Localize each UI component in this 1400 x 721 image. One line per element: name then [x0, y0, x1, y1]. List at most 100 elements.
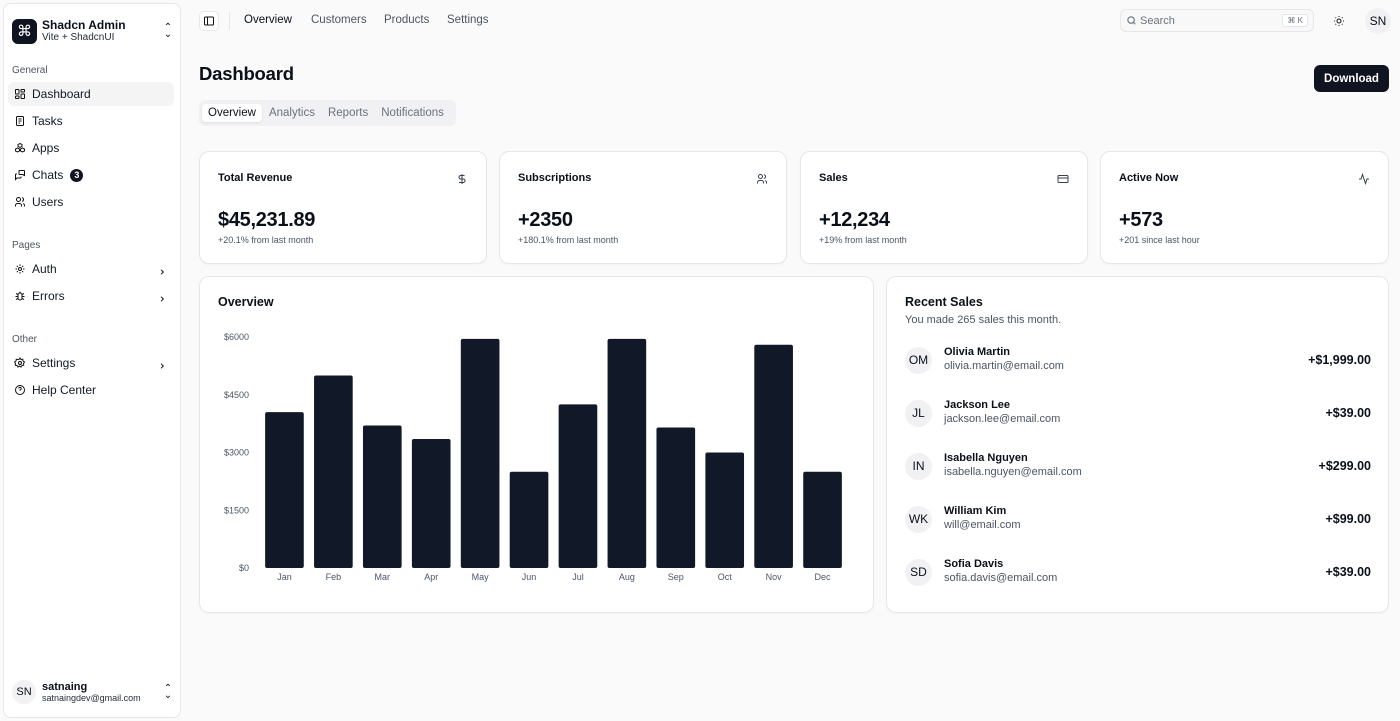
- x-tick-label: Mar: [375, 572, 391, 582]
- users-icon: [13, 196, 26, 209]
- bug-icon: [13, 290, 26, 303]
- chevrons-up-down-icon: ⌃ ⌄: [163, 22, 173, 40]
- keyboard-shortcut: ⌘ K: [1282, 14, 1308, 27]
- list-item: WK William Kim will@email.com +$99.00: [905, 502, 1371, 536]
- x-tick-label: Feb: [326, 572, 342, 582]
- sidebar-toggle-button[interactable]: [199, 11, 219, 31]
- list-item: IN Isabella Nguyen isabella.nguyen@email…: [905, 449, 1371, 483]
- bar-nov: [754, 344, 793, 568]
- divider: [229, 12, 230, 30]
- customer-email: sofia.davis@email.com: [944, 572, 1058, 584]
- page-title: Dashboard: [199, 63, 294, 84]
- lock-icon: [13, 263, 26, 276]
- avatar: IN: [905, 452, 932, 480]
- customer-name: William Kim: [944, 505, 1007, 518]
- stat-card-total-revenue: Total Revenue $45,231.89 +20.1% from las…: [199, 151, 487, 264]
- sidebar-item-auth[interactable]: Auth: [8, 257, 174, 281]
- tabs-list: Overview Analytics Reports Notifications: [199, 100, 456, 126]
- tab-notifications[interactable]: Notifications: [381, 107, 444, 119]
- bar-aug: [607, 338, 647, 568]
- top-nav-overview[interactable]: Overview: [244, 14, 292, 26]
- team-switcher[interactable]: ⌘ Shadcn Admin Vite + ShadcnUI ⌃ ⌄: [12, 15, 174, 47]
- profile-avatar[interactable]: SN: [1365, 8, 1391, 34]
- stat-value: +12,234: [819, 209, 890, 231]
- sidebar-item-apps[interactable]: Apps: [8, 136, 174, 160]
- x-tick-label: Jun: [522, 572, 537, 582]
- x-tick-label: Dec: [815, 572, 832, 582]
- sidebar: ⌘ Shadcn Admin Vite + ShadcnUI ⌃ ⌄ Genera…: [3, 3, 181, 718]
- top-nav-customers[interactable]: Customers: [311, 14, 367, 26]
- customer-email: will@email.com: [944, 519, 1021, 531]
- list-item: JL Jackson Lee jackson.lee@email.com +$3…: [905, 396, 1371, 430]
- sidebar-item-errors[interactable]: Errors: [8, 284, 174, 308]
- bar-jul: [558, 404, 598, 568]
- stat-subtext: +20.1% from last month: [218, 235, 314, 245]
- sidebar-item-dashboard[interactable]: Dashboard: [8, 82, 174, 106]
- stat-value: $45,231.89: [218, 209, 316, 231]
- group-label-other: Other: [12, 334, 38, 345]
- recent-sales-title: Recent Sales: [905, 295, 983, 309]
- brand-title: Shadcn Admin: [42, 17, 126, 32]
- stat-title: Subscriptions: [518, 172, 592, 184]
- customer-email: olivia.martin@email.com: [944, 360, 1064, 372]
- stat-card-active-now: Active Now +573 +201 since last hour: [1100, 151, 1389, 264]
- sidebar-item-label: Users: [32, 195, 64, 209]
- sidebar-item-label: Help Center: [32, 383, 97, 397]
- customer-name: Olivia Martin: [944, 346, 1011, 359]
- tab-overview[interactable]: Overview: [202, 104, 262, 122]
- sun-icon: [1334, 16, 1344, 26]
- group-label-general: General: [12, 65, 48, 76]
- layout-dashboard-icon: [13, 88, 26, 101]
- bar-feb: [314, 375, 353, 568]
- download-button[interactable]: Download: [1314, 65, 1389, 92]
- sidebar-item-users[interactable]: Users: [8, 190, 174, 214]
- y-tick-label: $1500: [224, 505, 249, 515]
- top-nav-settings[interactable]: Settings: [447, 14, 489, 26]
- x-tick-label: Jan: [277, 572, 292, 582]
- y-tick-label: $3000: [224, 448, 249, 458]
- user-email: satnaingdev@gmail.com: [42, 693, 141, 704]
- theme-toggle-button[interactable]: [1331, 13, 1347, 29]
- sidebar-item-label: Chats: [32, 168, 64, 182]
- sidebar-item-chats[interactable]: Chats 3: [8, 163, 174, 187]
- checklist-icon: [13, 115, 26, 128]
- topbar: Overview Customers Products Settings Sea…: [181, 0, 1400, 42]
- stat-title: Sales: [819, 172, 848, 184]
- overview-title: Overview: [218, 295, 274, 309]
- chevron-right-icon: [158, 265, 166, 275]
- recent-sales-card: Recent Sales You made 265 sales this mon…: [886, 276, 1389, 613]
- user-name: satnaing: [42, 680, 88, 693]
- sidebar-item-tasks[interactable]: Tasks: [8, 109, 174, 133]
- avatar: OM: [905, 346, 932, 374]
- customer-name: Jackson Lee: [944, 399, 1011, 412]
- tab-reports[interactable]: Reports: [327, 107, 369, 119]
- messages-icon: [13, 169, 26, 182]
- users-icon: [756, 172, 768, 184]
- top-nav-products[interactable]: Products: [384, 14, 430, 26]
- activity-icon: [1358, 172, 1370, 186]
- user-menu[interactable]: SN satnaing satnaingdev@gmail.com ⌃ ⌄: [12, 675, 174, 709]
- settings-icon: [13, 357, 26, 370]
- x-tick-label: Nov: [766, 572, 783, 582]
- sidebar-item-label: Tasks: [32, 114, 63, 128]
- y-tick-label: $4500: [224, 390, 249, 400]
- sidebar-item-help-center[interactable]: Help Center: [8, 378, 174, 402]
- stat-value: +573: [1119, 209, 1163, 231]
- sidebar-item-label: Dashboard: [32, 87, 91, 101]
- sidebar-item-settings[interactable]: Settings: [8, 351, 174, 375]
- chevrons-up-down-icon: ⌃ ⌄: [163, 683, 173, 701]
- avatar: WK: [905, 505, 932, 533]
- stat-subtext: +201 since last hour: [1119, 235, 1200, 245]
- search-input[interactable]: Search ⌘ K: [1120, 9, 1314, 32]
- sale-amount: +$99.00: [1325, 512, 1371, 526]
- group-label-pages: Pages: [12, 240, 41, 251]
- customer-name: Sofia Davis: [944, 558, 1004, 571]
- chats-count-badge: 3: [70, 168, 84, 182]
- stat-subtext: +180.1% from last month: [518, 235, 619, 245]
- x-tick-label: Sep: [668, 572, 684, 582]
- overview-bar-chart: $0 $1500 $3000 $4500 $6000 Jan Feb Mar Apr May Jun…: [224, 332, 842, 582]
- list-item: OM Olivia Martin olivia.martin@email.com…: [905, 343, 1371, 377]
- avatar: SN: [12, 680, 36, 704]
- help-icon: [13, 384, 26, 397]
- tab-analytics[interactable]: Analytics: [268, 107, 315, 119]
